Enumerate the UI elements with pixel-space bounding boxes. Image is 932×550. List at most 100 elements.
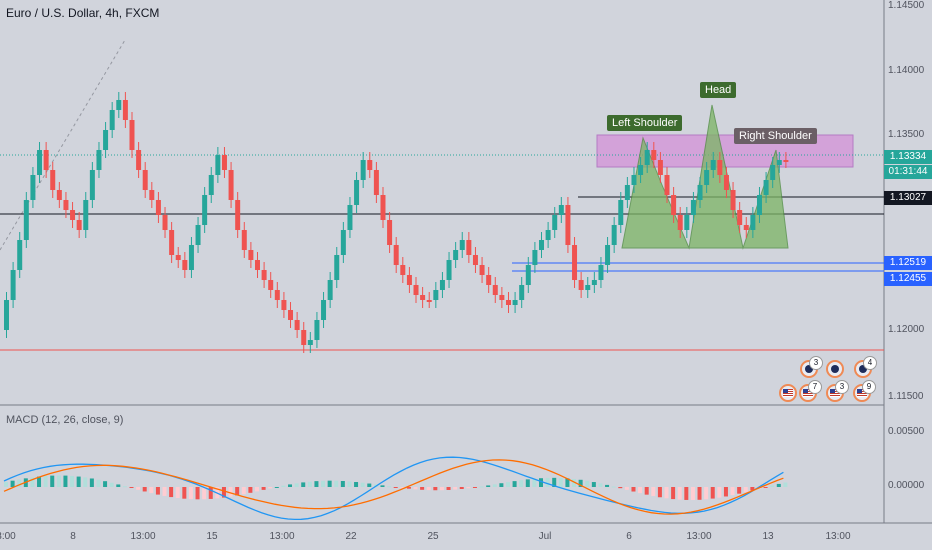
event-count-badge: 4: [863, 356, 877, 370]
candle-body: [43, 150, 49, 170]
macd-indicator-label[interactable]: MACD (12, 26, close, 9): [6, 414, 124, 426]
candle-body: [274, 290, 280, 300]
candle-body: [710, 160, 716, 170]
candle-body: [585, 285, 591, 290]
chart-title: Euro / U.S. Dollar, 4h, FXCM: [6, 6, 160, 20]
candle-body: [221, 155, 227, 170]
event-count-badge: 3: [809, 356, 823, 370]
candle-body: [4, 300, 9, 330]
candle-body: [10, 270, 16, 300]
candle-body: [572, 245, 578, 280]
macd-histogram-bar: [235, 487, 240, 496]
candle-body: [420, 295, 426, 300]
black-level-tag: 1.13027: [884, 191, 932, 205]
macd-histogram-bar: [261, 487, 266, 490]
candle-body: [182, 260, 188, 270]
economic-event-icon[interactable]: 3: [800, 356, 823, 378]
macd-histogram-bar: [288, 484, 293, 487]
price-tick: 1.14000: [888, 65, 925, 76]
candle-body: [116, 100, 122, 110]
candle-body: [281, 300, 287, 310]
macd-histogram-bar: [446, 487, 451, 490]
economic-event-icon[interactable]: [779, 384, 797, 402]
candle-body: [472, 255, 478, 265]
macd-histogram-bar: [657, 487, 662, 498]
candle-body: [17, 240, 23, 270]
candle-body: [37, 150, 43, 175]
macd-histogram-bar: [96, 479, 101, 487]
macd-histogram-bar: [314, 481, 319, 487]
macd-histogram-bar: [175, 487, 180, 498]
macd-histogram-bar: [268, 487, 273, 489]
macd-histogram-bar: [307, 481, 312, 487]
macd-histogram-bar: [472, 487, 477, 488]
candle-body: [149, 190, 155, 200]
macd-histogram-bar: [677, 487, 682, 500]
macd-histogram-bar: [459, 487, 464, 490]
macd-histogram-bar: [10, 480, 15, 487]
macd-histogram-bar: [367, 483, 372, 487]
candle-body: [136, 150, 142, 170]
economic-event-icon[interactable]: [826, 360, 844, 378]
candle-body: [486, 275, 492, 285]
candle-body: [519, 285, 525, 300]
candle-body: [228, 170, 234, 200]
economic-event-icon[interactable]: 7: [799, 380, 822, 402]
macd-histogram-bar: [466, 487, 471, 489]
candle-body: [598, 265, 604, 280]
macd-histogram-bar: [591, 482, 596, 487]
candle-body: [466, 240, 472, 255]
macd-histogram-bar: [155, 487, 160, 495]
candle-body: [664, 175, 670, 195]
candle-body: [347, 205, 353, 230]
macd-histogram-bar: [56, 475, 61, 487]
macd-histogram-bar: [221, 487, 226, 498]
macd-histogram-bar: [763, 487, 768, 488]
macd-histogram-bar: [525, 479, 530, 487]
candle-body: [334, 255, 340, 280]
macd-histogram-bar: [347, 481, 352, 487]
candle-body: [756, 195, 762, 215]
macd-histogram-bar: [618, 487, 623, 489]
candle-body: [215, 155, 221, 175]
macd-histogram-bar: [149, 487, 154, 494]
macd-histogram-bar: [17, 479, 22, 487]
candle-body: [301, 330, 307, 345]
candle-body: [697, 185, 703, 200]
candle-body: [783, 160, 789, 162]
clock-icon: [831, 365, 839, 373]
us-flag-icon: [803, 389, 813, 397]
candle-body: [638, 165, 644, 175]
macd-histogram-bar: [301, 482, 306, 487]
candle-body: [730, 190, 736, 210]
candle-body: [631, 175, 637, 185]
candle-body: [684, 215, 690, 230]
right-shoulder-label[interactable]: Right Shoulder: [734, 128, 817, 144]
macd-histogram-bar: [406, 487, 411, 489]
time-label: 22: [345, 531, 357, 542]
head-label[interactable]: Head: [700, 82, 737, 98]
macd-histogram-bar: [585, 480, 590, 487]
economic-event-icon[interactable]: 3: [826, 380, 849, 402]
candle-body: [360, 160, 366, 180]
candle-body: [618, 200, 624, 225]
macd-histogram-bar: [651, 487, 656, 497]
candle-body: [400, 265, 406, 275]
macd-histogram-bar: [519, 480, 524, 487]
candle-body: [552, 215, 558, 230]
blue-level-tag: 1.12455: [884, 272, 932, 286]
economic-event-icon[interactable]: 4: [854, 356, 877, 378]
candle-body: [717, 160, 723, 175]
macd-histogram-bar: [334, 480, 339, 487]
macd-histogram-bar: [208, 487, 213, 499]
candle-body: [50, 170, 56, 190]
economic-event-icon[interactable]: 9: [853, 380, 876, 402]
macd-histogram-bar: [109, 482, 114, 487]
macd-histogram-bar: [103, 481, 108, 487]
candle-body: [439, 280, 445, 290]
left-shoulder-label[interactable]: Left Shoulder: [607, 115, 683, 131]
candle-body: [373, 170, 379, 195]
candle-body: [96, 150, 102, 170]
